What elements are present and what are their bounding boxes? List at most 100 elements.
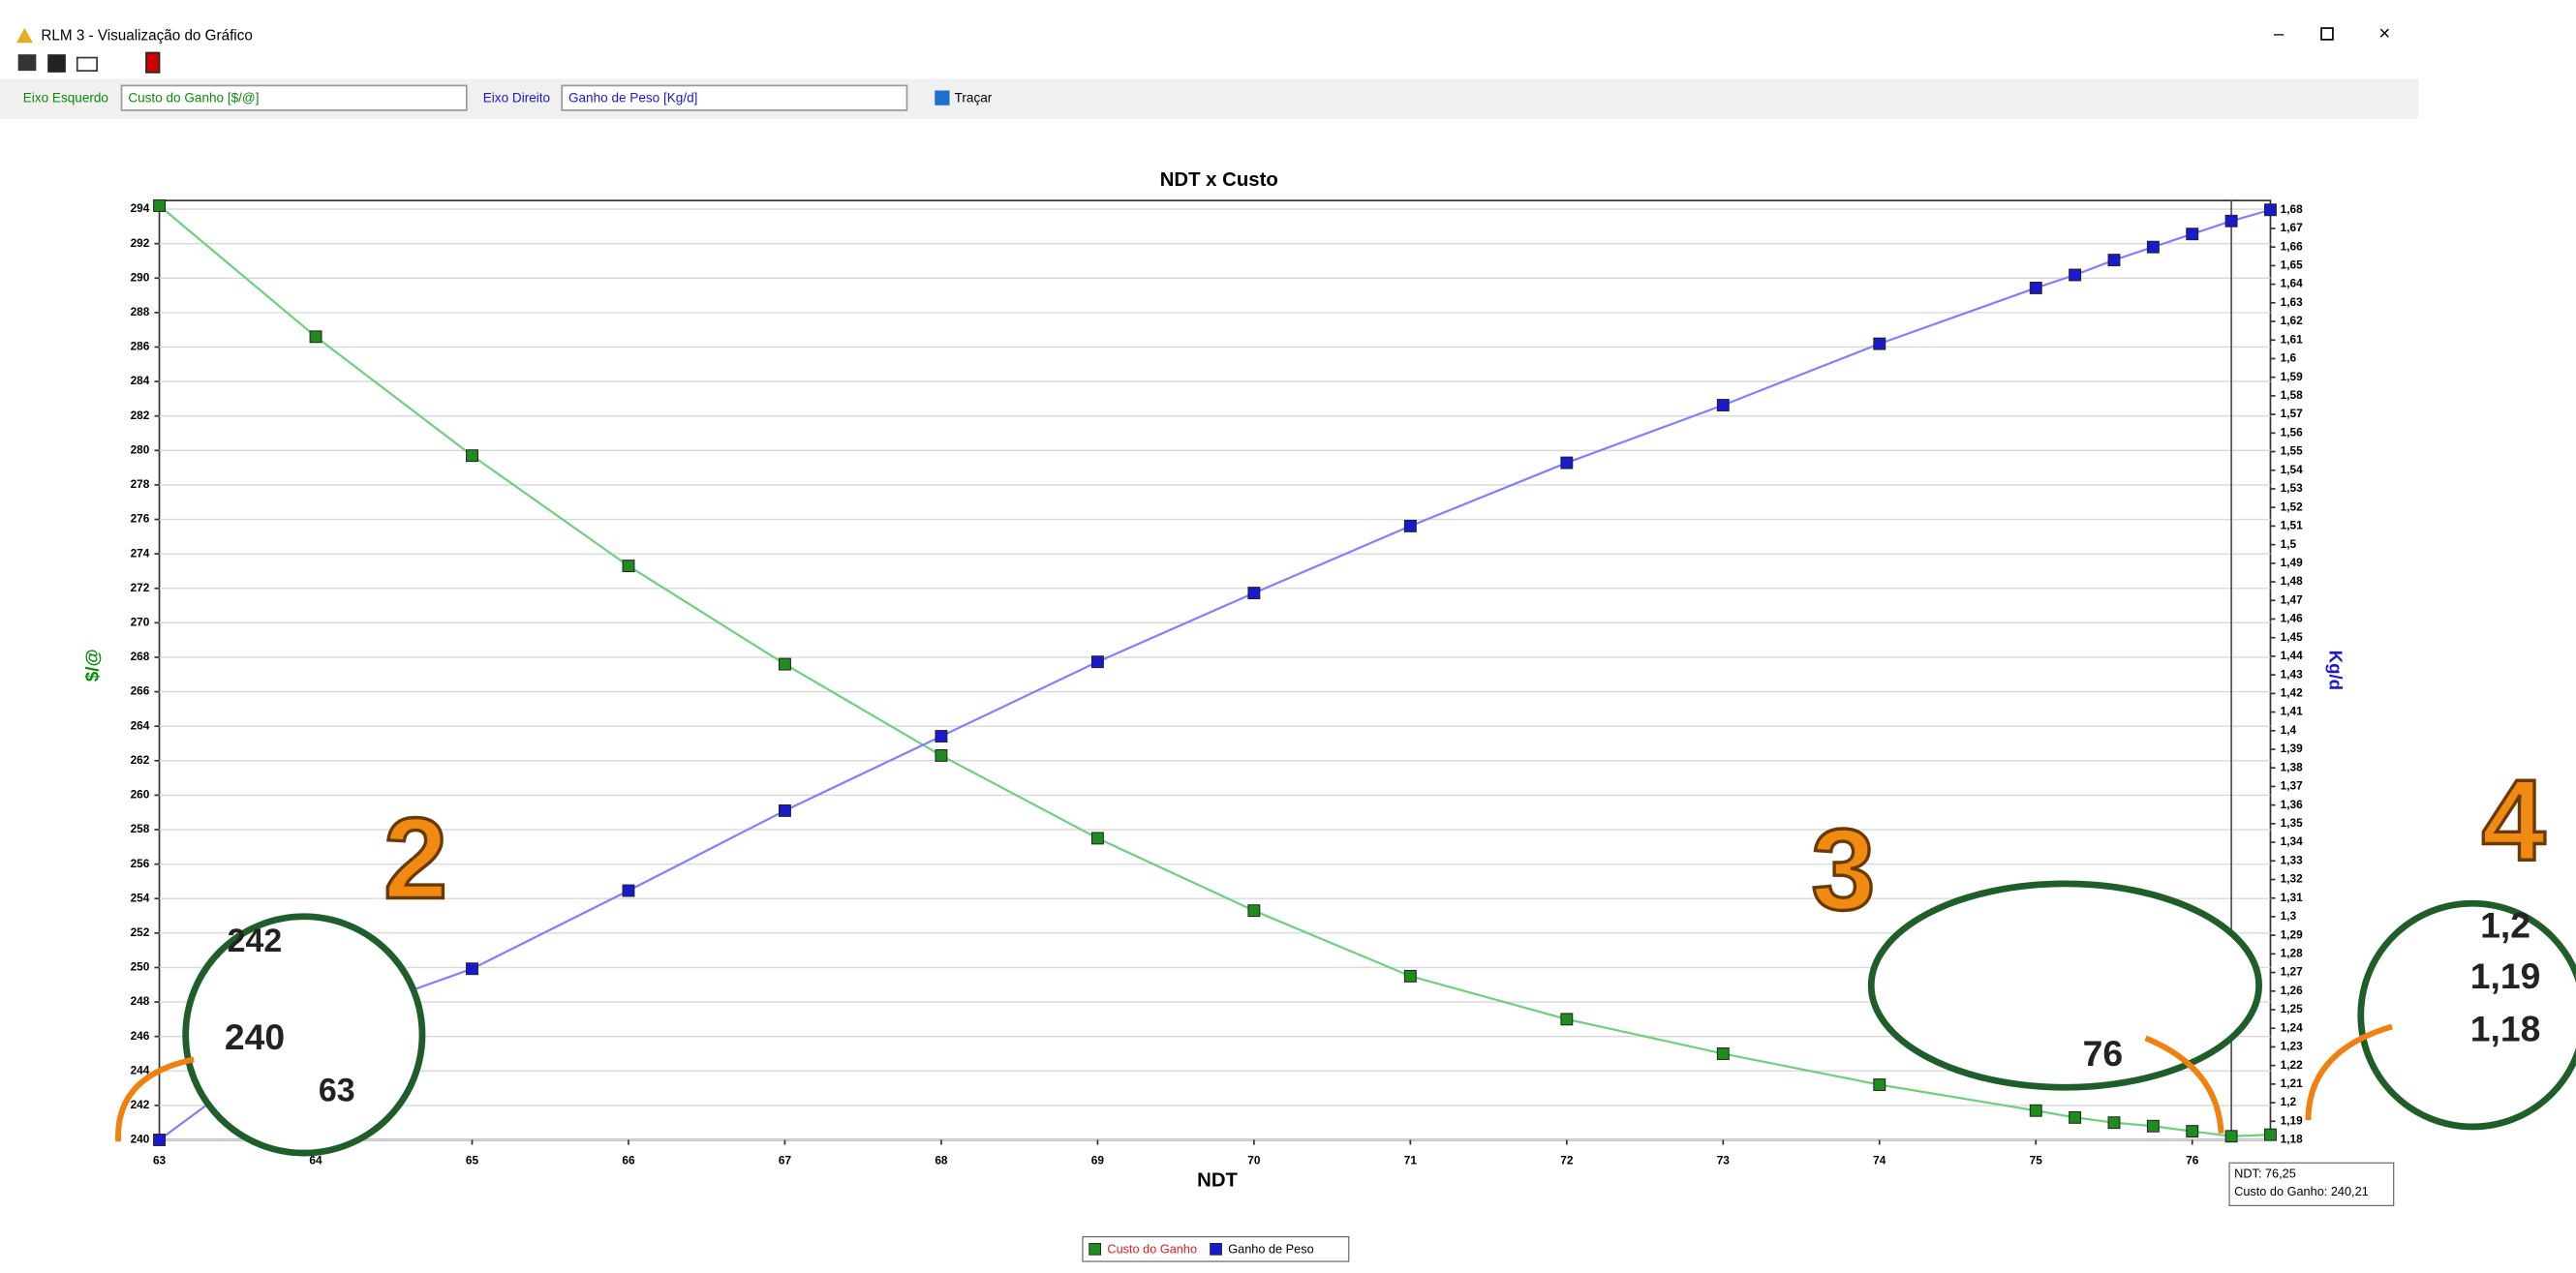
y-tick-label: 278 (131, 477, 150, 491)
left-axis-value: Custo do Ganho [$/@] (128, 91, 259, 106)
y2-tick-label: 1,41 (2281, 705, 2303, 718)
data-point (467, 963, 478, 975)
y2-tick-label: 1,43 (2281, 667, 2303, 681)
data-point (935, 731, 947, 743)
y2-tick-label: 1,27 (2281, 965, 2303, 979)
x-axis-title: NDT (1197, 1169, 1238, 1191)
callout-number: 3 (1811, 805, 1875, 934)
data-point (623, 885, 634, 896)
plot-checkbox[interactable] (935, 90, 949, 105)
y-tick-label: 248 (131, 994, 150, 1008)
y2-tick-label: 1,44 (2281, 649, 2303, 662)
data-point (1874, 338, 1886, 349)
y2-tick-label: 1,19 (2281, 1113, 2303, 1127)
data-point (1248, 588, 1260, 599)
right-axis-value: Ganho de Peso [Kg/d] (568, 91, 697, 106)
y-tick-label: 282 (131, 409, 150, 422)
legend-label: Ganho de Peso (1228, 1242, 1313, 1257)
y2-tick-label: 1,6 (2281, 351, 2297, 365)
y2-tick-label: 1,5 (2281, 537, 2297, 551)
y2-axis-title: Kg/d (2326, 651, 2346, 690)
save-button[interactable] (47, 54, 66, 73)
y2-tick-label: 1,39 (2281, 742, 2303, 755)
data-point (1561, 1014, 1573, 1025)
y2-tick-label: 1,62 (2281, 314, 2303, 327)
y2-tick-label: 1,49 (2281, 556, 2303, 569)
y2-tick-label: 1,65 (2281, 258, 2303, 272)
data-point (1561, 457, 1573, 469)
tooltip-text: NDT: 76,25 (2234, 1166, 2296, 1180)
y-tick-label: 292 (131, 236, 150, 250)
minimize-button[interactable]: – (2274, 23, 2285, 44)
x-tick-label: 70 (1247, 1154, 1261, 1167)
close-button[interactable]: × (2378, 23, 2390, 45)
y-tick-label: 240 (131, 1133, 150, 1146)
data-point (2225, 1131, 2237, 1142)
window-title: RLM 3 - Visualização do Gráfico (41, 28, 252, 45)
print-button[interactable] (18, 54, 37, 71)
data-point (1717, 1048, 1729, 1060)
y2-tick-label: 1,21 (2281, 1076, 2303, 1090)
y2-tick-label: 1,36 (2281, 798, 2303, 811)
y2-tick-label: 1,57 (2281, 407, 2303, 420)
x-tick-label: 65 (466, 1154, 479, 1167)
y-axis-title: $/@ (82, 649, 103, 682)
window: RLM 3 - Visualização do Gráfico – × Eixo… (0, 0, 2576, 1268)
data-point (2187, 1126, 2198, 1137)
x-tick-label: 67 (779, 1154, 792, 1167)
data-point (2225, 215, 2237, 227)
right-axis-label: Eixo Direito (483, 91, 550, 106)
magnified-text: 1,2 (2480, 905, 2530, 946)
data-point (623, 561, 634, 572)
y-tick-label: 264 (131, 718, 150, 732)
y2-tick-label: 1,48 (2281, 574, 2303, 588)
y2-tick-label: 1,68 (2281, 202, 2303, 216)
callout-number: 2 (383, 794, 447, 923)
data-point (1091, 656, 1103, 668)
y2-tick-label: 1,31 (2281, 891, 2303, 904)
y2-tick-label: 1,37 (2281, 779, 2303, 793)
exit-button[interactable] (146, 52, 160, 72)
y-tick-label: 286 (131, 340, 150, 353)
y-tick-label: 242 (131, 1098, 150, 1111)
y-tick-label: 268 (131, 650, 150, 663)
data-point (1404, 520, 1416, 531)
y2-tick-label: 1,63 (2281, 295, 2303, 309)
x-tick-label: 73 (1717, 1154, 1731, 1167)
data-point (1404, 970, 1416, 982)
data-point (1717, 400, 1729, 411)
magnifier (186, 917, 422, 1153)
y2-tick-label: 1,18 (2281, 1133, 2303, 1146)
data-point (2070, 1111, 2081, 1123)
y-tick-label: 280 (131, 442, 150, 456)
x-tick-label: 75 (2030, 1154, 2043, 1167)
legend-swatch (1211, 1243, 1222, 1255)
data-point (2265, 204, 2277, 216)
magnified-text: 63 (319, 1072, 355, 1108)
y-tick-label: 246 (131, 1029, 150, 1043)
data-point (1874, 1079, 1886, 1091)
data-point (2187, 228, 2198, 240)
chart-title: NDT x Custo (1160, 169, 1278, 191)
y2-tick-label: 1,54 (2281, 463, 2303, 476)
y-tick-label: 260 (131, 788, 150, 802)
data-point (2030, 283, 2041, 294)
y2-tick-label: 1,2 (2281, 1095, 2297, 1108)
y2-tick-label: 1,38 (2281, 760, 2303, 773)
y-tick-label: 274 (131, 546, 150, 560)
magnified-text: 242 (228, 923, 283, 959)
data-point (154, 1135, 166, 1146)
magnified-text: 76 (2083, 1033, 2124, 1074)
y2-tick-label: 1,29 (2281, 927, 2303, 941)
y2-tick-label: 1,61 (2281, 332, 2303, 346)
y2-tick-label: 1,56 (2281, 425, 2303, 439)
y2-tick-label: 1,55 (2281, 444, 2303, 458)
y-tick-label: 284 (131, 374, 150, 387)
data-point (2265, 1129, 2277, 1140)
y-tick-label: 290 (131, 270, 150, 284)
magnified-text: 1,18 (2470, 1008, 2541, 1048)
y-tick-label: 270 (131, 615, 150, 628)
x-tick-label: 72 (1560, 1154, 1574, 1167)
y2-tick-label: 1,45 (2281, 630, 2303, 644)
data-point (935, 750, 947, 762)
